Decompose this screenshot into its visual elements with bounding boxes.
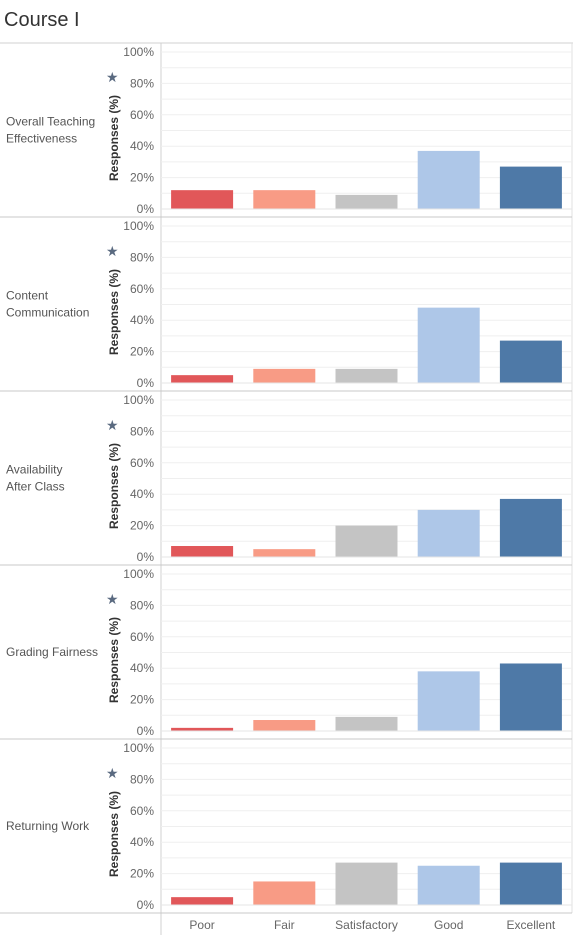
row-label-line: Availability: [6, 463, 62, 477]
y-tick-label: 100%: [123, 741, 154, 755]
x-tick-label: Poor: [189, 918, 214, 932]
y-tick-label: 40%: [130, 313, 154, 327]
y-tick-label: 0%: [137, 550, 155, 564]
y-tick-label: 40%: [130, 835, 154, 849]
bar-poor: [171, 190, 233, 209]
pin-icon: ★: [106, 417, 119, 433]
y-axis-title: Responses (%): [107, 95, 121, 181]
y-tick-label: 100%: [123, 567, 154, 581]
bar-fair: [253, 549, 315, 557]
bar-good: [418, 510, 480, 557]
y-tick-label: 20%: [130, 345, 154, 359]
row-label-line: Grading Fairness: [6, 645, 98, 659]
row-label-line: Communication: [6, 306, 89, 320]
pin-icon: ★: [106, 69, 119, 85]
row-label: Returning Work: [6, 819, 90, 833]
bar-satisfactory: [336, 526, 398, 557]
row-label: Content Communication: [6, 289, 89, 320]
bar-excellent: [500, 167, 562, 209]
y-tick-label: 100%: [123, 219, 154, 233]
row-label: Overall Teaching Effectiveness: [6, 115, 95, 146]
pin-icon: ★: [106, 243, 119, 259]
y-tick-label: 80%: [130, 772, 154, 786]
y-axis-title: Responses (%): [107, 269, 121, 355]
pin-icon: ★: [106, 591, 119, 607]
row-label-line: After Class: [6, 480, 65, 494]
bar-fair: [253, 720, 315, 731]
pin-icon: ★: [106, 765, 119, 781]
bar-good: [418, 671, 480, 731]
y-tick-label: 20%: [130, 867, 154, 881]
bar-excellent: [500, 863, 562, 905]
y-tick-label: 100%: [123, 45, 154, 59]
y-tick-label: 60%: [130, 282, 154, 296]
y-tick-label: 60%: [130, 108, 154, 122]
bar-good: [418, 308, 480, 383]
row-label: Availability After Class: [6, 463, 65, 494]
y-tick-label: 0%: [137, 724, 155, 738]
y-tick-label: 20%: [130, 519, 154, 533]
bar-fair: [253, 369, 315, 383]
bar-poor: [171, 897, 233, 905]
x-tick-label: Good: [434, 918, 463, 932]
y-tick-label: 20%: [130, 693, 154, 707]
y-tick-label: 80%: [130, 76, 154, 90]
y-tick-label: 80%: [130, 250, 154, 264]
bar-excellent: [500, 499, 562, 557]
y-tick-label: 20%: [130, 171, 154, 185]
y-tick-label: 100%: [123, 393, 154, 407]
bar-satisfactory: [336, 195, 398, 209]
x-tick-label: Excellent: [507, 918, 556, 932]
row-label: Grading Fairness: [6, 645, 98, 659]
row-label-line: Returning Work: [6, 819, 90, 833]
x-tick-label: Satisfactory: [335, 918, 398, 932]
row-label-line: Content: [6, 289, 49, 303]
bar-excellent: [500, 663, 562, 731]
y-tick-label: 0%: [137, 202, 155, 216]
y-tick-label: 0%: [137, 376, 155, 390]
y-tick-label: 80%: [130, 424, 154, 438]
bar-good: [418, 151, 480, 209]
y-tick-label: 60%: [130, 630, 154, 644]
y-tick-label: 40%: [130, 139, 154, 153]
bar-satisfactory: [336, 369, 398, 383]
y-axis-title: Responses (%): [107, 443, 121, 529]
y-tick-label: 0%: [137, 898, 155, 912]
bar-fair: [253, 190, 315, 209]
row-label-line: Overall Teaching: [6, 115, 95, 129]
y-axis-title: Responses (%): [107, 617, 121, 703]
bar-satisfactory: [336, 717, 398, 731]
bar-poor: [171, 546, 233, 557]
y-tick-label: 60%: [130, 804, 154, 818]
bar-poor: [171, 375, 233, 383]
y-tick-label: 60%: [130, 456, 154, 470]
y-tick-label: 40%: [130, 661, 154, 675]
bar-satisfactory: [336, 863, 398, 905]
y-tick-label: 80%: [130, 598, 154, 612]
x-tick-label: Fair: [274, 918, 295, 932]
y-axis-title: Responses (%): [107, 791, 121, 877]
bar-fair: [253, 881, 315, 905]
bar-good: [418, 866, 480, 905]
row-label-line: Effectiveness: [6, 132, 77, 146]
bar-excellent: [500, 341, 562, 383]
y-tick-label: 40%: [130, 487, 154, 501]
